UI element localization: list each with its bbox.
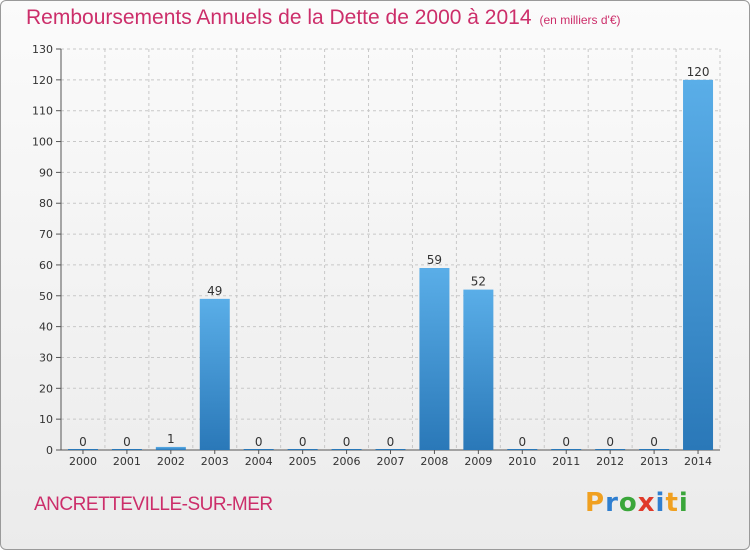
value-label: 0 [123,435,131,449]
bar [507,449,538,450]
value-label: 0 [343,435,351,449]
x-tick-label: 2012 [596,455,624,468]
y-tick-label: 40 [39,321,53,334]
value-label: 52 [471,275,486,289]
y-tick-label: 30 [39,351,53,364]
x-tick-label: 2013 [640,455,668,468]
value-label: 0 [518,435,526,449]
value-label: 0 [650,435,658,449]
x-tick-label: 2006 [333,455,361,468]
logo-letter: o [618,488,638,518]
chart-unit: (en milliers d'€) [539,13,621,27]
logo-letter: i [655,488,666,518]
bar [419,268,450,450]
bar [375,449,406,450]
bar [551,449,582,450]
x-tick-label: 2008 [420,455,448,468]
x-tick-label: 2001 [113,455,141,468]
value-label: 0 [562,435,570,449]
value-label: 0 [387,435,395,449]
bar [683,79,714,450]
y-tick-label: 110 [32,105,53,118]
value-label: 59 [427,253,442,267]
place-name: ANCRETTEVILLE-SUR-MER [34,494,273,515]
x-tick-label: 2004 [245,455,273,468]
x-tick-label: 2007 [377,455,405,468]
bar [463,289,494,450]
logo-letter: i [678,488,689,518]
logo-letter: P [585,488,606,518]
x-tick-label: 2014 [684,455,712,468]
grid-lines [61,48,721,450]
logo-letter: t [665,488,679,518]
x-tick-label: 2003 [201,455,229,468]
bar [243,449,274,450]
bar [111,449,142,450]
x-tick-label: 2002 [157,455,185,468]
bar [287,449,318,450]
y-tick-label: 100 [32,136,53,149]
x-tick-label: 2011 [552,455,580,468]
bars [67,79,714,450]
value-label: 0 [255,435,263,449]
chart-title-text: Remboursements Annuels de la Dette de 20… [26,6,532,29]
proxiti-logo: Proxiti [585,488,689,518]
value-label: 120 [687,65,710,79]
y-tick-label: 130 [32,43,53,56]
y-tick-label: 90 [39,166,53,179]
x-tick-label: 2005 [289,455,317,468]
y-tick-label: 20 [39,382,53,395]
logo-letter: x [637,488,656,518]
y-tick-label: 50 [39,290,53,303]
bar [67,449,98,450]
y-tick-label: 10 [39,413,53,426]
bar [155,446,186,450]
bar [331,449,362,450]
value-label: 49 [207,284,222,298]
x-tick-label: 2000 [69,455,97,468]
value-label: 0 [79,435,87,449]
y-tick-label: 80 [39,197,53,210]
bar [199,298,230,450]
y-tick-label: 0 [46,444,53,457]
bar [639,449,670,450]
chart-title: Remboursements Annuels de la Dette de 20… [26,6,621,30]
bar [595,449,626,450]
y-tick-label: 60 [39,259,53,272]
value-label: 0 [299,435,307,449]
logo-letter: r [605,488,619,518]
labels: 0 2000 0 2001 1 2002 49 2003 0 2004 0 2005 0 2006 0 200… [69,65,712,468]
y-tick-label: 70 [39,228,53,241]
y-tick-label: 120 [32,74,53,87]
value-label: 0 [606,435,614,449]
x-tick-label: 2009 [464,455,492,468]
x-tick-label: 2010 [508,455,536,468]
value-label: 1 [167,432,175,446]
